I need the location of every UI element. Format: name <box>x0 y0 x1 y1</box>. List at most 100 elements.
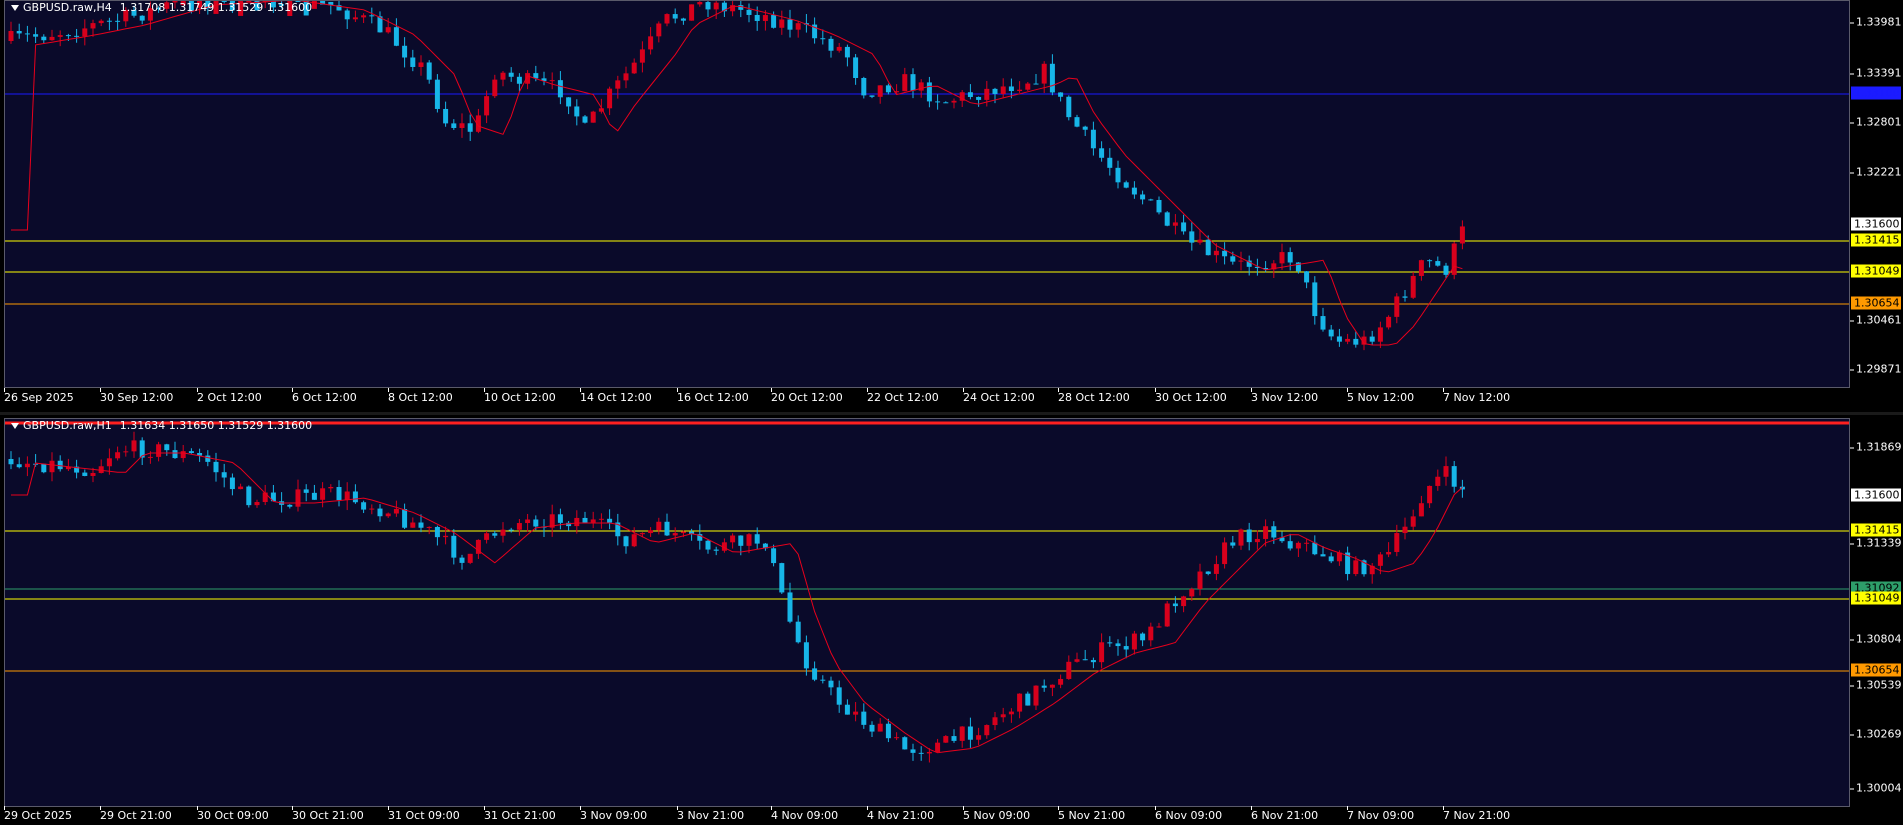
collapse-triangle-icon[interactable] <box>11 4 19 11</box>
candle <box>106 448 112 475</box>
time-axis-h1[interactable]: 29 Oct 2025 29 Oct 21:00 30 Oct 09:00 30 Oc… <box>0 806 1850 824</box>
candle <box>238 483 244 490</box>
price-tag-orange[interactable]: 1.30654 <box>1851 296 1901 310</box>
time-tick-label: 6 Nov 09:00 <box>1155 806 1223 822</box>
time-tick-label: 7 Nov 21:00 <box>1443 806 1511 822</box>
candle <box>1115 639 1121 656</box>
candle <box>164 443 170 456</box>
time-tick-label: 3 Nov 21:00 <box>677 806 745 822</box>
candle <box>582 511 588 523</box>
chart-panel-h1[interactable]: GBPUSD.raw,H1 1.31634 1.31650 1.31529 1.… <box>0 418 1903 825</box>
candle <box>672 527 678 542</box>
candle <box>205 450 211 467</box>
candle <box>270 1 276 13</box>
candle <box>82 19 88 46</box>
candle <box>1049 54 1055 96</box>
candle <box>812 17 818 44</box>
candle <box>16 457 22 469</box>
candle <box>320 1 326 5</box>
ohlc-values: 1.31708 1.31749 1.31529 1.31600 <box>119 1 313 14</box>
candle <box>1058 674 1064 689</box>
candle <box>795 20 801 38</box>
candle <box>1304 271 1310 289</box>
candle <box>123 445 129 457</box>
price-axis-h1[interactable]: 1.31869 1.31339 1.30804 1.30539 1.30269 1.300… <box>1850 418 1903 807</box>
time-tick-label: 6 Oct 12:00 <box>292 388 357 404</box>
candle <box>1230 535 1236 549</box>
candle <box>1017 693 1023 719</box>
candle <box>1213 555 1219 581</box>
candle <box>926 76 932 108</box>
candlestick-chart-h1[interactable] <box>5 419 1850 807</box>
candle <box>303 1 309 16</box>
candle <box>910 743 916 761</box>
candle <box>1402 517 1408 540</box>
candle <box>385 512 391 518</box>
price-tag-yellow[interactable]: 1.31415 <box>1851 523 1901 537</box>
candle <box>664 13 670 27</box>
price-tag-current[interactable]: 1.31600 <box>1851 217 1901 231</box>
candle <box>877 85 883 104</box>
candle <box>213 1 219 14</box>
candle <box>303 484 309 502</box>
candle <box>697 1 703 7</box>
candle <box>557 508 563 530</box>
candle <box>844 699 850 715</box>
candle <box>1107 636 1113 647</box>
candle <box>1025 82 1031 91</box>
candle <box>434 525 440 546</box>
candle <box>648 527 654 537</box>
candle <box>24 25 30 42</box>
panel-separator[interactable] <box>0 412 1903 415</box>
candle <box>1361 330 1367 351</box>
candle <box>156 6 162 13</box>
time-tick-label: 20 Oct 12:00 <box>771 388 843 404</box>
candle <box>549 504 555 537</box>
candle <box>623 66 629 89</box>
time-tick-label: 30 Oct 21:00 <box>292 806 364 822</box>
candle <box>713 546 719 556</box>
time-axis-h4[interactable]: 26 Sep 2025 30 Sep 12:00 2 Oct 12:00 6 Oct … <box>0 388 1850 406</box>
candle <box>943 101 949 104</box>
candle <box>229 473 235 496</box>
candle <box>213 452 219 482</box>
candle <box>951 98 957 109</box>
candle <box>467 114 473 141</box>
price-tag-yellow[interactable]: 1.31049 <box>1851 591 1901 605</box>
candle <box>1254 258 1260 276</box>
candle <box>762 543 768 551</box>
candle <box>812 661 818 682</box>
candle <box>344 8 350 29</box>
candle <box>377 504 383 522</box>
candle <box>1353 556 1359 577</box>
candle <box>156 441 162 462</box>
plot-area-h1[interactable]: GBPUSD.raw,H1 1.31634 1.31650 1.31529 1.… <box>4 418 1850 807</box>
candle <box>1189 587 1195 601</box>
candle <box>508 67 514 82</box>
collapse-triangle-icon[interactable] <box>11 422 19 429</box>
candlestick-chart-h4[interactable] <box>5 1 1850 388</box>
time-tick-label: 16 Oct 12:00 <box>677 388 749 404</box>
price-tick-label: 1.30804 <box>1850 632 1902 646</box>
plot-area-h4[interactable]: GBPUSD.raw,H4 1.31708 1.31749 1.31529 1.… <box>4 0 1850 388</box>
price-tag-orange[interactable]: 1.30654 <box>1851 663 1901 677</box>
candle <box>705 1 711 18</box>
candle <box>451 529 457 565</box>
candle <box>1197 229 1203 245</box>
chart-panel-h4[interactable]: GBPUSD.raw,H4 1.31708 1.31749 1.31529 1.… <box>0 0 1903 412</box>
price-tag-current[interactable]: 1.31600 <box>1851 488 1901 502</box>
candle <box>492 530 498 539</box>
candle <box>771 544 777 567</box>
price-tag-green[interactable]: 1.31092 <box>1851 581 1901 595</box>
candle <box>197 1 203 15</box>
candle <box>967 717 973 748</box>
time-tick-label: 4 Nov 09:00 <box>771 806 839 822</box>
price-tag-yellow[interactable]: 1.31415 <box>1851 233 1901 247</box>
candle <box>926 748 932 763</box>
candle <box>1410 509 1416 531</box>
candle <box>1090 657 1096 669</box>
candle <box>1254 530 1260 550</box>
price-axis-h4[interactable]: 1.33981 1.33391 1.32801 1.32221 1.30461 1.298… <box>1850 0 1903 388</box>
price-tag-yellow[interactable]: 1.31049 <box>1851 264 1901 278</box>
price-tag-blue[interactable]: 1.33100 <box>1851 86 1901 100</box>
